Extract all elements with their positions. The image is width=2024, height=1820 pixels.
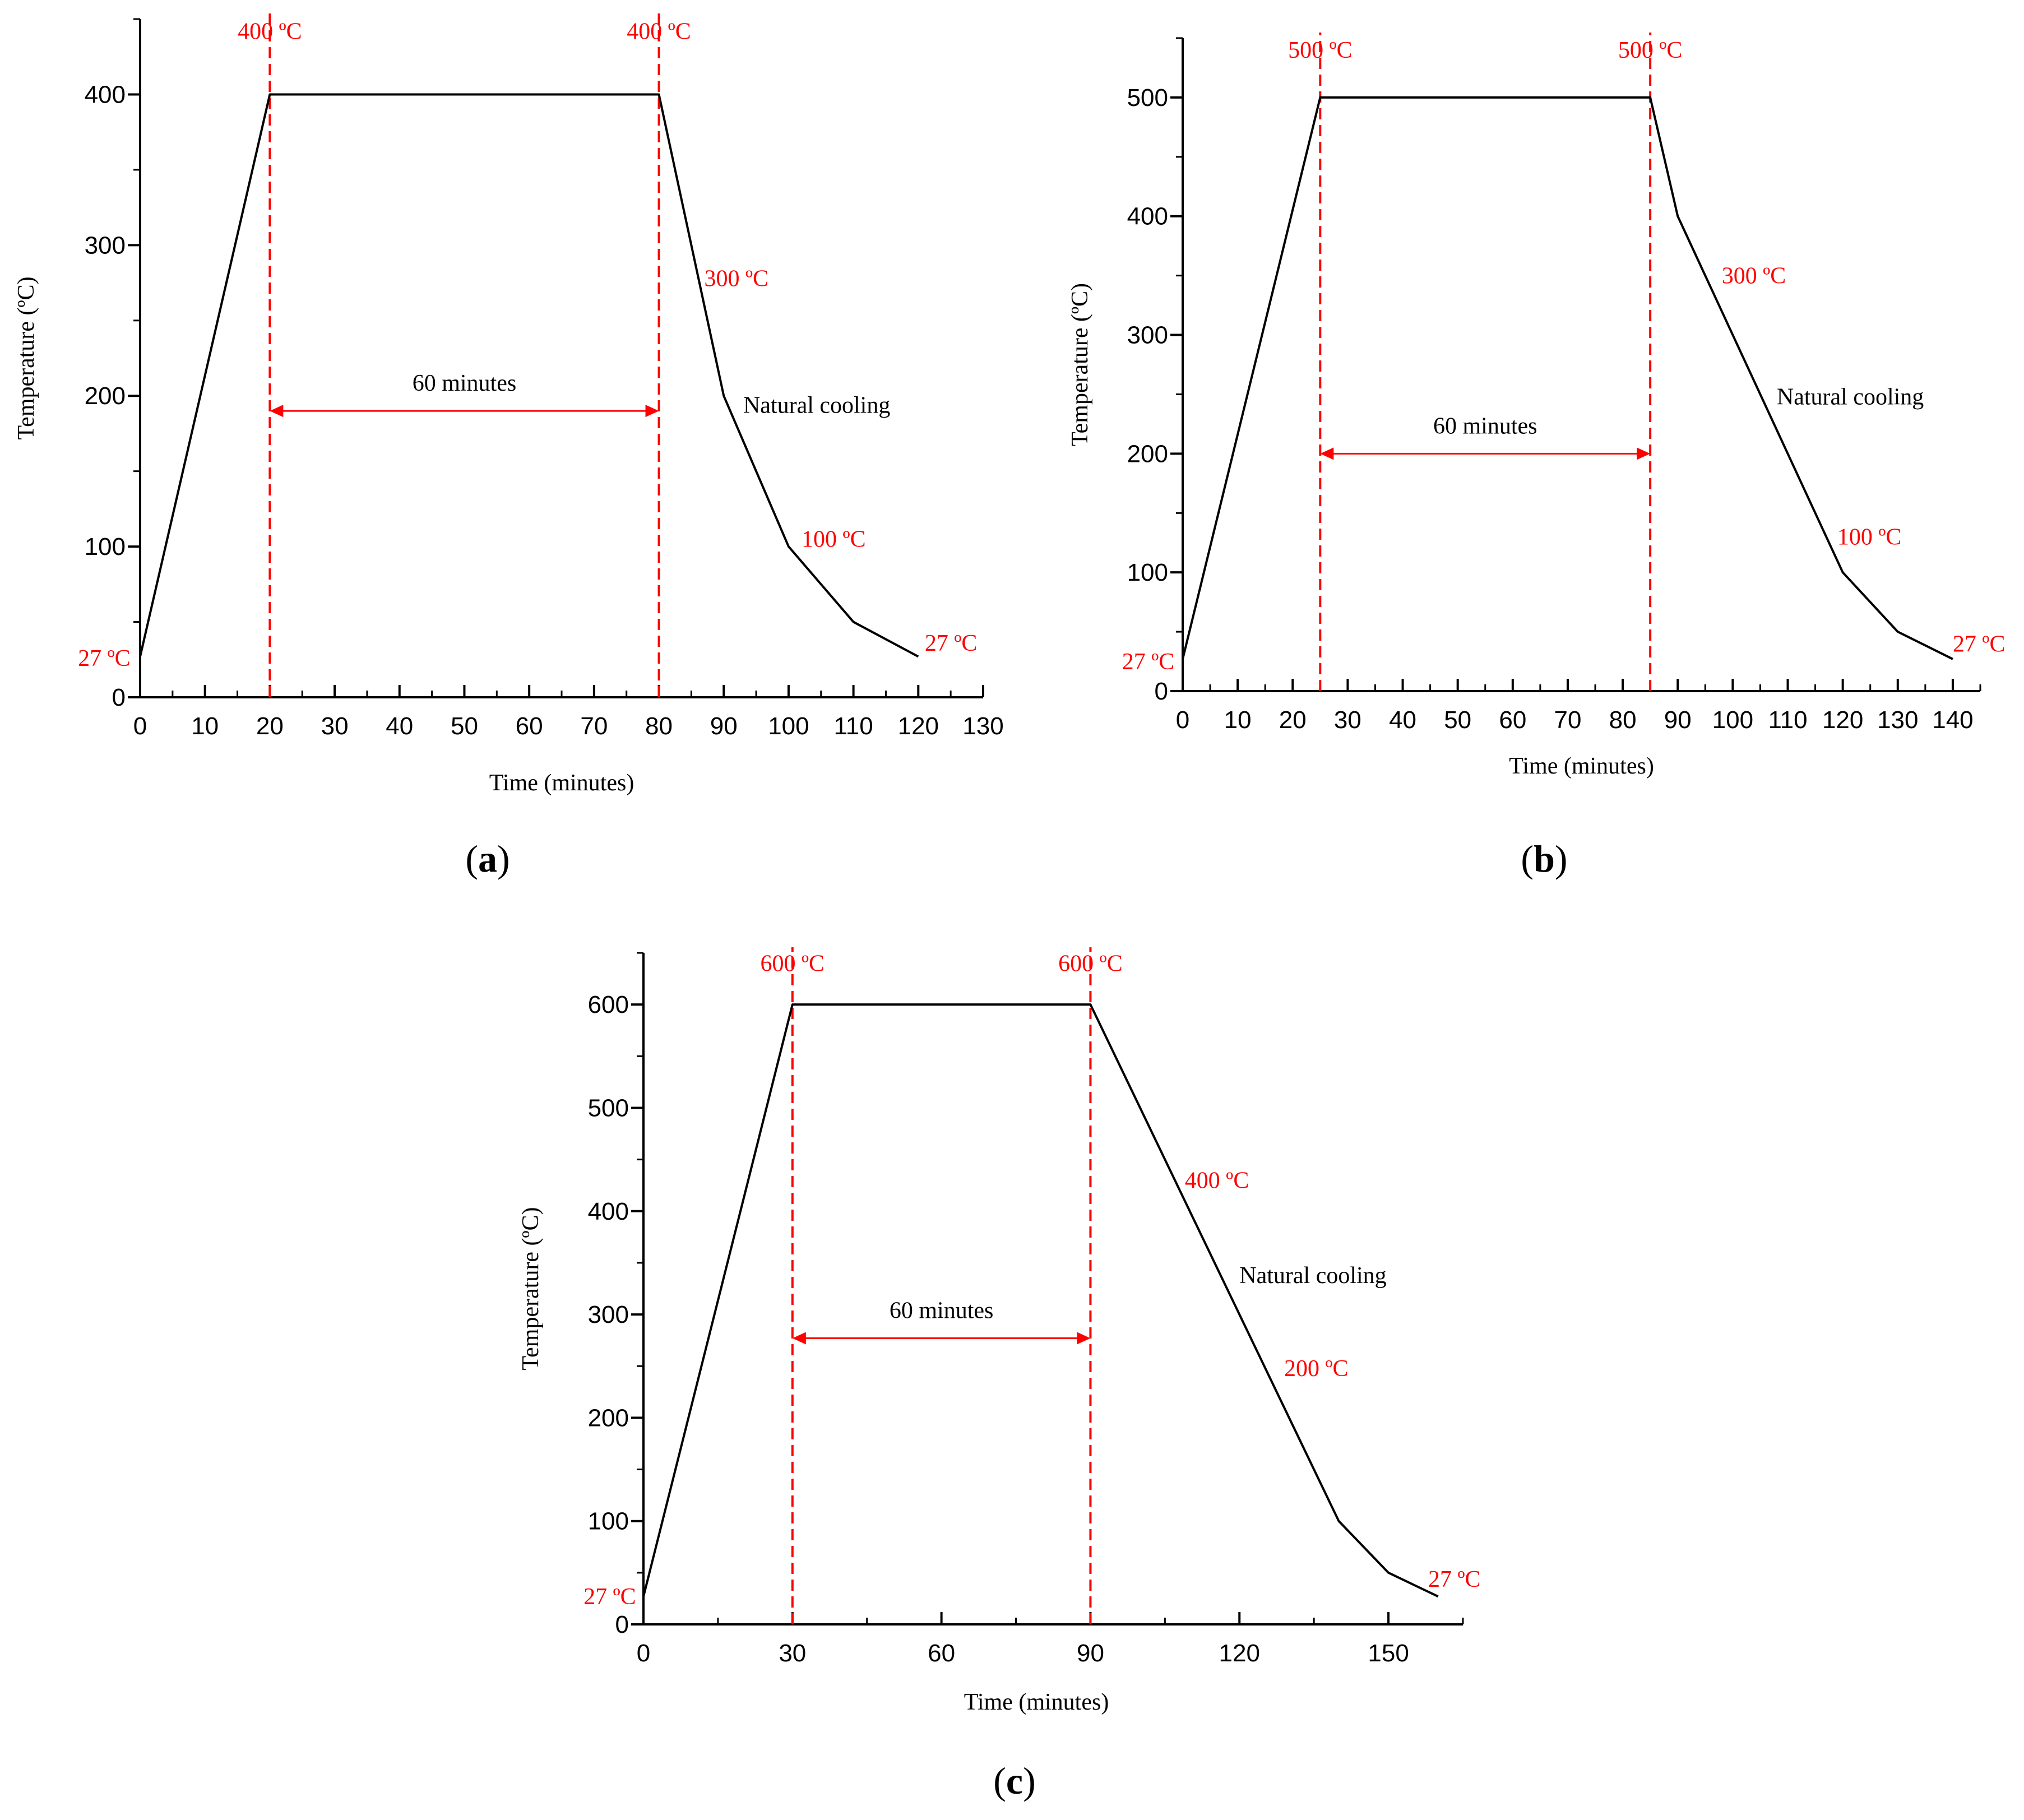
chart-panel-a: 0 10 20 30 40 50 60 70 80 90 100 110 120 130 0 100 200 30… bbox=[13, 13, 1004, 880]
duration-arrow-head-left bbox=[270, 405, 284, 418]
x-tick-label: 110 bbox=[834, 712, 873, 740]
duration-label: 60 minutes bbox=[1433, 413, 1537, 439]
duration-label: 60 minutes bbox=[890, 1298, 994, 1323]
y-tick-label: 600 bbox=[588, 991, 629, 1018]
x-tick-label: 40 bbox=[386, 712, 413, 740]
x-tick-label: 20 bbox=[256, 712, 284, 740]
x-tick-label: 70 bbox=[580, 712, 608, 740]
x-tick-label: 30 bbox=[1334, 706, 1361, 734]
y-tick-label: 200 bbox=[85, 382, 126, 410]
x-tick-label: 90 bbox=[1077, 1640, 1104, 1667]
cooling-annotation: Natural cooling bbox=[1239, 1263, 1386, 1289]
temperature-annotation: 27 ºC bbox=[925, 631, 978, 656]
x-tick-label: 30 bbox=[779, 1640, 806, 1667]
y-axis-title: Temperature (ºC) bbox=[13, 276, 39, 439]
x-tick-label: 150 bbox=[1368, 1640, 1409, 1667]
x-tick-label: 60 bbox=[1499, 706, 1526, 734]
x-tick-label: 130 bbox=[962, 712, 1003, 740]
temperature-annotation: 400 ºC bbox=[1185, 1168, 1249, 1193]
temperature-annotation: 27 ºC bbox=[1953, 631, 2006, 657]
temperature-annotation: 400 ºC bbox=[627, 19, 691, 45]
x-tick-label: 20 bbox=[1279, 706, 1307, 734]
x-tick-label: 70 bbox=[1554, 706, 1581, 734]
temperature-annotation: 500 ºC bbox=[1618, 38, 1683, 63]
temperature-annotation: 27 ºC bbox=[78, 646, 131, 671]
duration-arrow-head-right bbox=[1077, 1332, 1091, 1345]
duration-label: 60 minutes bbox=[413, 371, 517, 396]
temperature-annotation: 100 ºC bbox=[802, 527, 866, 553]
x-tick-label: 100 bbox=[768, 712, 809, 740]
y-tick-label: 400 bbox=[588, 1198, 629, 1225]
x-tick-label: 10 bbox=[191, 712, 219, 740]
y-tick-label: 0 bbox=[1155, 678, 1168, 705]
y-tick-label: 500 bbox=[1127, 84, 1168, 112]
x-tick-label: 110 bbox=[1768, 706, 1807, 734]
cooling-annotation: Natural cooling bbox=[743, 392, 890, 418]
temperature-profile-line bbox=[1182, 96, 1953, 660]
y-axis-title: Temperature (ºC) bbox=[1067, 283, 1093, 446]
temperature-annotation: 27 ºC bbox=[1122, 649, 1175, 675]
chart-panel-c: 0 30 60 90 120 150 0 100 200 300 400 500 600 Time (mi… bbox=[518, 947, 1481, 1802]
y-tick-label: 300 bbox=[1127, 322, 1168, 349]
y-tick-label: 200 bbox=[1127, 440, 1168, 467]
temperature-annotation: 500 ºC bbox=[1288, 38, 1353, 63]
x-tick-label: 80 bbox=[1609, 706, 1637, 734]
temperature-annotation: 300 ºC bbox=[705, 266, 769, 291]
x-tick-label: 120 bbox=[1822, 706, 1863, 734]
x-tick-label: 0 bbox=[637, 1640, 650, 1667]
x-tick-label: 60 bbox=[516, 712, 543, 740]
y-tick-label: 0 bbox=[615, 1611, 629, 1638]
panel-label: (b) bbox=[1521, 837, 1567, 880]
x-tick-label: 60 bbox=[928, 1640, 955, 1667]
y-tick-label: 400 bbox=[1127, 203, 1168, 230]
x-tick-label: 50 bbox=[1444, 706, 1471, 734]
y-tick-label: 0 bbox=[112, 684, 126, 711]
temperature-annotation: 100 ºC bbox=[1837, 525, 1902, 550]
x-axis-title: Time (minutes) bbox=[1509, 753, 1654, 779]
x-tick-label: 120 bbox=[898, 712, 939, 740]
cooling-annotation: Natural cooling bbox=[1777, 385, 1924, 410]
duration-arrow-head-right bbox=[1637, 447, 1651, 460]
y-tick-label: 100 bbox=[85, 533, 126, 561]
y-tick-label: 300 bbox=[588, 1301, 629, 1328]
x-tick-label: 90 bbox=[1664, 706, 1692, 734]
temperature-profile-line bbox=[139, 93, 919, 658]
panel-label: (c) bbox=[993, 1759, 1036, 1802]
temperature-annotation: 600 ºC bbox=[1058, 951, 1123, 976]
panel-label: (a) bbox=[465, 837, 510, 880]
temperature-annotation: 200 ºC bbox=[1284, 1356, 1349, 1382]
y-axis-title: Temperature (ºC) bbox=[518, 1207, 544, 1370]
y-tick-label: 500 bbox=[588, 1094, 629, 1122]
x-tick-label: 80 bbox=[645, 712, 673, 740]
chart-panel-b: 0 10 20 30 40 50 60 70 80 90 100 110 120 130 140 0 100 20… bbox=[1067, 33, 2005, 880]
y-tick-label: 100 bbox=[588, 1508, 629, 1535]
temperature-annotation: 400 ºC bbox=[238, 19, 302, 45]
x-tick-label: 40 bbox=[1389, 706, 1416, 734]
duration-arrow-head-left bbox=[1320, 447, 1334, 460]
y-tick-label: 200 bbox=[588, 1404, 629, 1432]
x-tick-label: 0 bbox=[133, 712, 147, 740]
x-tick-label: 100 bbox=[1712, 706, 1753, 734]
x-tick-label: 130 bbox=[1877, 706, 1918, 734]
x-tick-label: 0 bbox=[1176, 706, 1189, 734]
duration-arrow-head-right bbox=[645, 405, 659, 418]
x-tick-label: 50 bbox=[451, 712, 478, 740]
temperature-annotation: 300 ºC bbox=[1722, 263, 1786, 289]
x-tick-label: 30 bbox=[321, 712, 349, 740]
x-tick-label: 120 bbox=[1219, 1640, 1260, 1667]
x-tick-label: 10 bbox=[1224, 706, 1252, 734]
y-tick-label: 100 bbox=[1127, 559, 1168, 586]
duration-arrow-head-left bbox=[792, 1332, 806, 1345]
y-tick-label: 400 bbox=[85, 81, 126, 108]
x-axis-title: Time (minutes) bbox=[964, 1689, 1109, 1715]
temperature-profile-line bbox=[642, 1003, 1439, 1598]
x-tick-label: 140 bbox=[1932, 706, 1973, 734]
temperature-annotation: 27 ºC bbox=[583, 1584, 636, 1610]
y-tick-label: 300 bbox=[85, 231, 126, 259]
temperature-annotation: 600 ºC bbox=[761, 951, 825, 976]
temperature-annotation: 27 ºC bbox=[1428, 1567, 1481, 1592]
x-axis-title: Time (minutes) bbox=[489, 770, 634, 796]
x-tick-label: 90 bbox=[710, 712, 738, 740]
